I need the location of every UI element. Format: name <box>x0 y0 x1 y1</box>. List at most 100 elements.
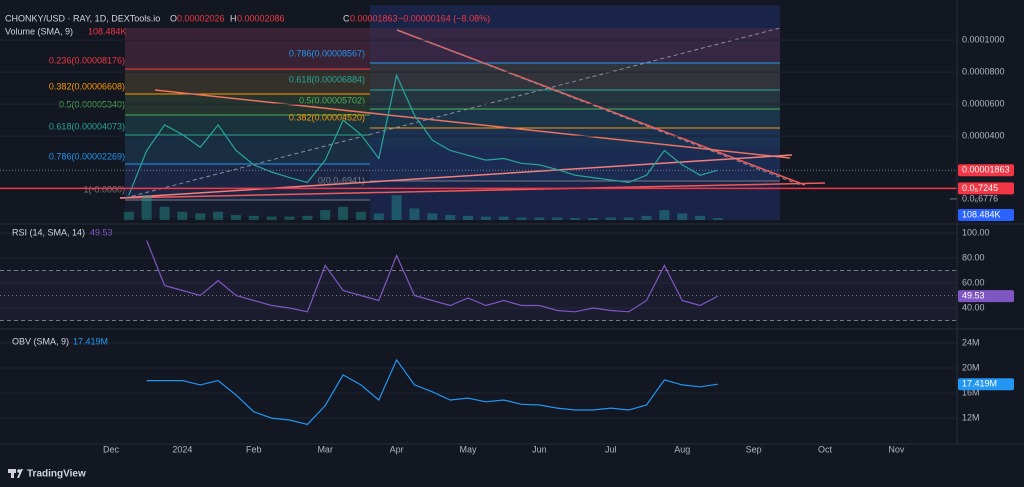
fib-label: 0.786(0.00002269) <box>49 151 125 161</box>
volume-last: 108.484K <box>962 209 1001 219</box>
x-tick-label: Jun <box>532 444 547 454</box>
price-label-box <box>958 182 1014 195</box>
drawing-layer <box>125 5 780 220</box>
fib-label: 0.618(0.00004073) <box>49 121 125 131</box>
volume-bar <box>391 195 402 220</box>
fib-label: 0.382(0.00004520) <box>289 112 365 122</box>
volume-bar <box>498 216 509 220</box>
volume-bar <box>338 206 349 220</box>
volume-bar <box>141 195 152 220</box>
ohlc-letter: O <box>170 13 177 23</box>
x-tick-label: Apr <box>390 444 404 454</box>
fib-band <box>125 69 370 94</box>
volume-bar <box>195 213 206 220</box>
x-tick-label: Jul <box>605 444 617 454</box>
fib-band <box>370 128 780 147</box>
rsi-value: 49.53 <box>90 227 113 237</box>
volume-bar <box>373 213 384 220</box>
rsi-title: RSI (14, SMA, 14) <box>12 227 85 237</box>
x-tick-label: Mar <box>317 444 333 454</box>
price-label: 0.0₆6776 <box>962 193 998 203</box>
volume-bar <box>463 215 473 220</box>
plot-layer: 0.0001000 0.0000800 0.0000600 0.0000400 0.0₅… <box>0 13 1014 454</box>
trendlines <box>119 27 826 199</box>
y-tick-label: 40.00 <box>962 302 985 312</box>
volume-bar <box>677 213 688 220</box>
volume-bar <box>123 211 134 220</box>
y-tick-label: 0.0000600 <box>962 98 1005 108</box>
volume-bar <box>480 216 491 220</box>
y-tick-label: 0.0001000 <box>962 35 1005 45</box>
volume-bar <box>712 218 723 220</box>
y-tick-label: 60.00 <box>962 277 985 287</box>
logo-part <box>11 469 14 478</box>
fib-label: 0.5(0.00005702) <box>299 95 365 105</box>
y-tick-label: 24M <box>962 337 980 347</box>
trend-line <box>124 27 781 199</box>
volume-bar <box>534 217 545 220</box>
volume-bar <box>641 215 652 220</box>
volume-bar <box>552 217 563 220</box>
volume-bar <box>427 213 438 220</box>
fib-band <box>370 63 780 90</box>
y-tick-label: 20M <box>962 362 980 372</box>
x-tick-label: Feb <box>246 444 262 454</box>
fib-label: 0.382(0.00006608) <box>49 81 125 91</box>
volume-last-box <box>958 209 1014 221</box>
fib-band <box>125 28 370 69</box>
y-tick-label: 16M <box>962 387 980 397</box>
ohlc-value: 0.00002026 <box>177 13 225 23</box>
volume-bar <box>248 215 259 220</box>
volume-value: 108.484K <box>88 26 127 36</box>
fib-label: 0.786(0.00008567) <box>289 48 365 58</box>
series-line <box>128 73 719 196</box>
fib-label: 1(-0.0000) <box>83 184 125 194</box>
obv-value: 17.419M <box>73 336 108 346</box>
fib-label: 0.618(0.00006884) <box>289 74 365 84</box>
volume-bar <box>177 211 188 220</box>
ohlc-value: 0.00002086 <box>237 13 285 23</box>
volume-title: Volume (SMA, 9) <box>5 26 73 36</box>
y-tick-label: 80.00 <box>962 252 985 262</box>
volume-bar <box>409 208 420 220</box>
rsi-last: 49.53 <box>962 290 985 300</box>
series-line <box>146 358 718 426</box>
ohlc-letter: C <box>343 13 350 23</box>
volume-bar <box>587 218 598 220</box>
rsi-band-fill <box>0 270 957 321</box>
range-highlight <box>125 28 370 218</box>
x-tick-label: Dec <box>103 444 120 454</box>
price-label: 0.0₅7245 <box>962 183 998 193</box>
ohlc-letter: H <box>230 13 237 23</box>
trend-line <box>396 29 801 186</box>
ohlc-value: 0.00001863 <box>350 13 398 23</box>
volume-bar <box>605 217 616 220</box>
obv-last: 17.419M <box>962 379 997 389</box>
fib-label: 0(0.0₆6941) <box>318 175 365 185</box>
volume-bar <box>266 216 277 220</box>
x-tick-label: 2024 <box>172 444 192 454</box>
x-tick-label: Aug <box>674 444 690 454</box>
obv-last-box <box>958 378 1014 391</box>
obv-title: OBV (SMA, 9) <box>12 336 69 346</box>
volume-bar <box>570 218 581 220</box>
fib-band <box>370 90 780 109</box>
volume-bar <box>623 217 634 220</box>
last-price: 0.00001863 <box>962 165 1010 175</box>
fib-band <box>125 115 370 135</box>
trend-line <box>119 182 826 199</box>
symbol-title: CHONKY/USD · RAY, 1D, DEXTools.io <box>5 13 160 23</box>
volume-bar <box>284 216 295 220</box>
fib-label: 0.236(0.00008176) <box>49 55 125 65</box>
rsi-last-box <box>958 290 1014 303</box>
volume-bar <box>516 217 527 220</box>
volume-bar <box>355 211 366 220</box>
volume-bar <box>159 206 170 220</box>
volume-bar <box>230 215 241 220</box>
logo-part <box>17 469 23 478</box>
volume-bar <box>320 210 331 220</box>
y-tick-label: 0.0000400 <box>962 130 1005 140</box>
series-line <box>146 240 719 313</box>
